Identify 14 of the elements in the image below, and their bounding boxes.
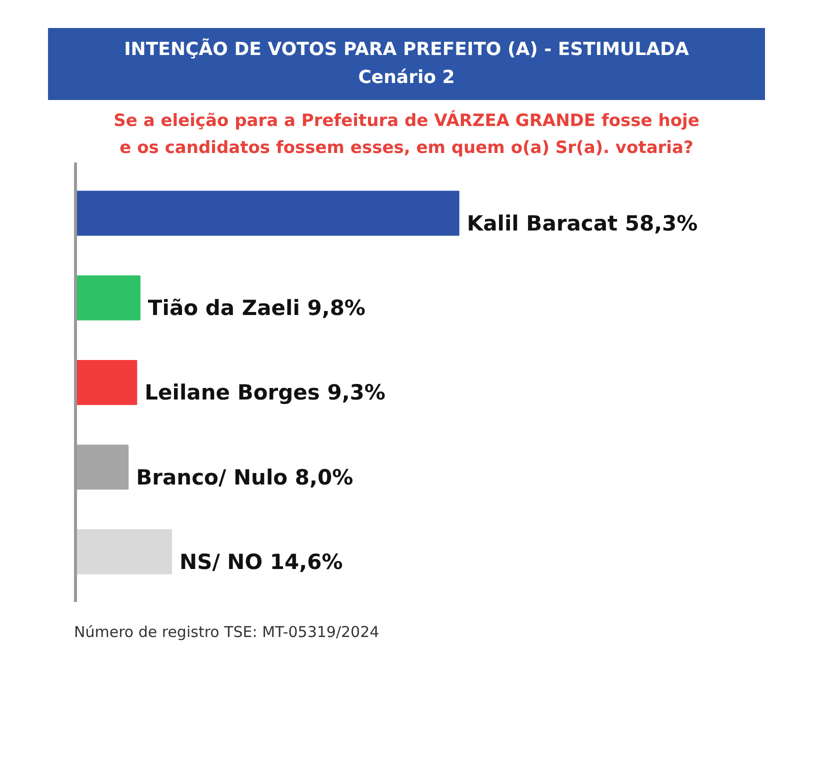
bar <box>76 444 129 490</box>
chart-subtitle: Cenário 2 <box>358 67 455 88</box>
bar <box>76 190 460 236</box>
data-label: Kalil Baracat 58,3% <box>466 211 698 236</box>
data-label: Branco/ Nulo 8,0% <box>136 465 354 490</box>
data-label: NS/ NO 14,6% <box>180 550 343 574</box>
text: Número de registro TSE: MT-05319/2024 <box>74 622 380 643</box>
data-label: Leilane Borges 9,3% <box>144 380 386 405</box>
chart-title: INTENÇÃO DE VOTOS PARA PREFEITO (A) - ESTIMULADA <box>124 39 689 60</box>
text: Se a eleição para a Prefeitura de VÁRZEA GRANDE fosse hoje e os candidatos fossem esses, em quem o(a) Sr(a). votaria? <box>112 109 700 160</box>
data-label: Tião da Zaeli 9,8% <box>148 296 366 320</box>
bar <box>76 275 140 320</box>
bar <box>76 529 172 574</box>
bar <box>76 360 138 405</box>
